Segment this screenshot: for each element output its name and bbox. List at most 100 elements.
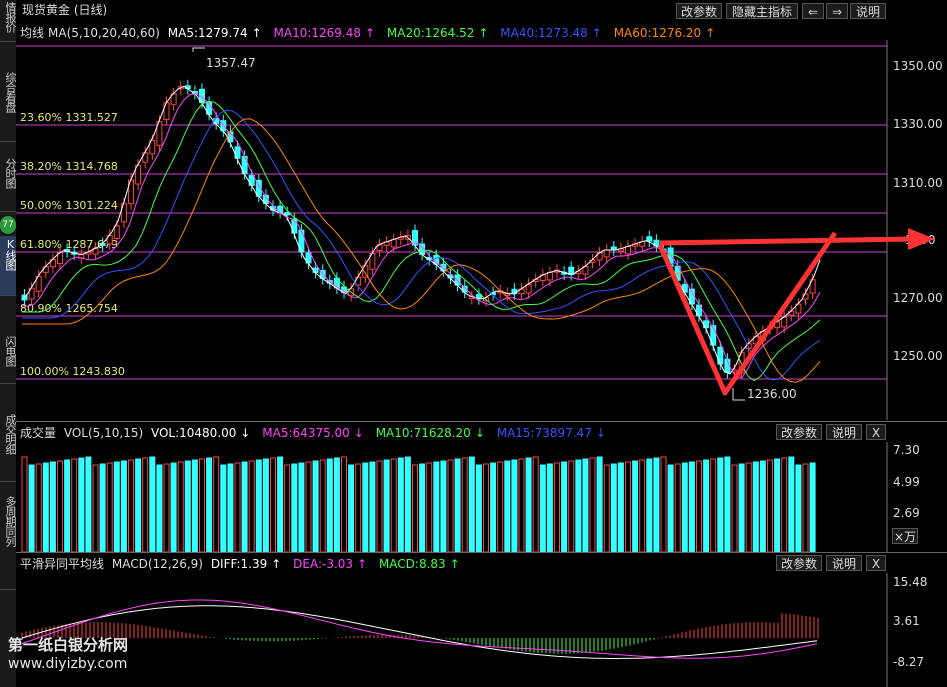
volume-bar	[759, 460, 766, 552]
ma5-value: MA5:1279.74 ↑	[167, 26, 262, 40]
volume-bar	[568, 460, 575, 552]
macd-panel: 平滑异同平均线 MACD(12,26,9) DIFF:1.39 ↑ DEA:-3.…	[16, 553, 947, 687]
volume-bar	[646, 458, 653, 552]
sidebar-tab-overview[interactable]: 综合看盘	[0, 70, 16, 142]
macd-params-button[interactable]: 改参数	[776, 555, 822, 571]
volume-bar	[113, 461, 120, 552]
macd-legend: 平滑异同平均线 MACD(12,26,9) DIFF:1.39 ↑ DEA:-3.…	[20, 555, 468, 572]
macd-params: MACD(12,26,9)	[111, 557, 203, 571]
volume-bar	[546, 463, 553, 552]
volume-help-button[interactable]: 说明	[826, 424, 862, 440]
ma-line	[22, 109, 821, 381]
ma-line	[22, 93, 821, 379]
ma40-value: MA40:1273.48 ↑	[500, 26, 602, 40]
ma60-value: MA60:1276.20 ↑	[613, 26, 716, 40]
price-tick-1350: 1350.00	[893, 59, 943, 73]
sidebar-tab-tick[interactable]: 闪电图	[0, 334, 16, 384]
macd-chart[interactable]: 15.48 3.61 -8.27	[0, 553, 947, 687]
chart-title: 现货黄金 (日线)	[22, 3, 108, 17]
high-marker	[192, 47, 205, 52]
volume-bar	[35, 463, 42, 552]
volume-tick-2: 4.99	[893, 475, 920, 489]
vol-ma15-value: MA15:73897.47 ↓	[496, 426, 606, 440]
candle-body	[390, 239, 397, 248]
candle-body	[149, 139, 156, 155]
volume-bar	[610, 463, 617, 552]
sidebar-tab-price[interactable]: 情报价	[0, 0, 16, 42]
macd-title: 平滑异同平均线	[20, 557, 105, 571]
candle-body	[795, 303, 802, 314]
volume-bar	[809, 462, 816, 552]
help-button[interactable]: 说明	[850, 3, 886, 19]
watermark-title: 第一纸白银分析网	[8, 636, 129, 654]
volume-bar	[128, 459, 134, 552]
volume-bar	[447, 459, 454, 552]
candle-body	[625, 246, 631, 255]
volume-bar	[617, 462, 624, 552]
hide-main-indicator-button[interactable]: 隐藏主指标	[726, 3, 798, 19]
volume-bar	[312, 460, 319, 552]
next-arrow-button[interactable]: ⇒	[826, 3, 848, 19]
volume-bar	[468, 456, 475, 552]
price-tick-1270: 1270.00	[893, 291, 943, 305]
volume-bar	[419, 463, 426, 552]
ma-name: 均线	[20, 26, 45, 40]
volume-bar	[156, 464, 163, 552]
macd-tick-2: 3.61	[893, 614, 920, 628]
ma-params: MA(5,10,20,40,60)	[48, 26, 160, 40]
candle-body	[42, 266, 49, 273]
volume-bar	[710, 458, 717, 552]
volume-unit-button[interactable]: ×万	[892, 528, 918, 544]
volume-bar	[305, 461, 312, 552]
vol-ma5-value: MA5:64375.00 ↓	[262, 426, 364, 440]
sidebar-tab-timeshare[interactable]: 分时图	[0, 156, 16, 212]
volume-bar	[724, 456, 731, 552]
volume-bar	[390, 458, 397, 552]
volume-bar	[738, 463, 745, 552]
macd-help-button[interactable]: 说明	[826, 555, 862, 571]
volume-bar	[461, 457, 468, 552]
price-panel-header: 现货黄金 (日线) 改参数 隐藏主指标 ⇐ ⇒ 说明	[16, 0, 947, 20]
ma-line	[22, 118, 821, 383]
volume-bar	[440, 460, 447, 552]
high-label: 1357.47	[206, 56, 256, 70]
volume-params-button[interactable]: 改参数	[776, 424, 822, 440]
sidebar-tab-kline[interactable]: K线图	[0, 236, 16, 296]
sidebar-tab-multi-period[interactable]: 多周期同列	[0, 494, 16, 590]
status-badge: 77	[0, 216, 16, 234]
sidebar-tab-trades[interactable]: 成交明细	[0, 412, 16, 482]
low-label: 1236.00	[747, 387, 797, 401]
volume-bar	[227, 463, 234, 552]
dea-line	[21, 599, 818, 659]
volume-close-button[interactable]: X	[866, 424, 886, 440]
volume-bar	[298, 462, 305, 552]
ma-line	[22, 100, 821, 382]
macd-close-button[interactable]: X	[866, 555, 886, 571]
volume-bar	[603, 464, 610, 552]
volume-bar	[561, 461, 568, 552]
volume-bar	[270, 457, 276, 552]
volume-bar	[596, 456, 603, 552]
macd-value: MACD:8.83 ↑	[378, 557, 460, 571]
volume-bar	[71, 458, 78, 552]
volume-bar	[660, 456, 667, 552]
volume-bar	[362, 462, 369, 552]
volume-bar	[752, 461, 759, 552]
price-chart[interactable]: 23.60% 1331.527 38.20% 1314.768 50.00% 1…	[0, 0, 947, 420]
volume-bar	[85, 456, 92, 552]
ma-line	[21, 85, 821, 375]
candle-body	[568, 266, 575, 276]
ma20-value: MA20:1264.52 ↑	[386, 26, 489, 40]
volume-chart[interactable]: 7.30 4.99 2.69	[0, 422, 947, 552]
volume-bar	[532, 456, 539, 552]
prev-arrow-button[interactable]: ⇐	[802, 3, 824, 19]
macd-histogram	[21, 613, 819, 654]
low-marker	[732, 388, 745, 401]
breakout-arrow-head	[908, 228, 935, 250]
volume-bar	[674, 463, 681, 552]
params-button[interactable]: 改参数	[676, 3, 722, 19]
volume-bar	[703, 459, 710, 552]
volume-bar	[667, 464, 674, 552]
volume-bar	[135, 458, 142, 552]
macd-tick-1: 15.48	[893, 575, 927, 589]
